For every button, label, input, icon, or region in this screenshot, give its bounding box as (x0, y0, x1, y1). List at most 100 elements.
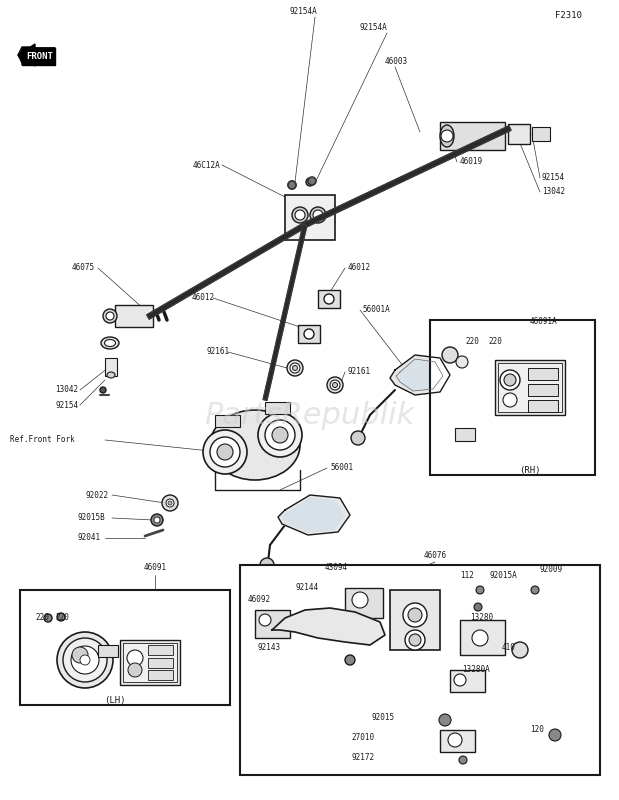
Circle shape (472, 630, 488, 646)
Circle shape (330, 380, 340, 390)
Bar (123, 643, 177, 682)
Bar (528, 368, 558, 380)
Text: 13280A: 13280A (462, 666, 490, 674)
Circle shape (304, 329, 314, 339)
Circle shape (57, 632, 113, 688)
Circle shape (549, 729, 561, 741)
Text: 46091A: 46091A (530, 318, 558, 326)
Circle shape (295, 210, 305, 220)
Bar (508, 124, 530, 144)
Text: 92143: 92143 (258, 643, 281, 653)
Text: F2310: F2310 (555, 11, 582, 21)
Text: 92015: 92015 (372, 714, 395, 722)
Circle shape (128, 663, 142, 677)
Circle shape (409, 634, 421, 646)
Text: 410: 410 (502, 643, 516, 653)
Circle shape (448, 733, 462, 747)
Text: 220: 220 (488, 338, 502, 346)
Text: 92154A: 92154A (290, 7, 318, 17)
Circle shape (503, 393, 517, 407)
Bar (440, 730, 475, 752)
Ellipse shape (101, 337, 119, 349)
Circle shape (332, 382, 337, 387)
Text: (RH): (RH) (519, 466, 541, 474)
Polygon shape (272, 608, 385, 645)
Text: 112: 112 (460, 571, 474, 581)
Bar (115, 305, 153, 327)
Text: 43094: 43094 (325, 563, 348, 573)
Circle shape (459, 756, 467, 764)
Text: 220: 220 (35, 614, 49, 622)
Text: 92172: 92172 (352, 754, 375, 762)
Circle shape (504, 374, 516, 386)
Text: 13280: 13280 (470, 614, 493, 622)
Text: 46019: 46019 (460, 158, 483, 166)
Circle shape (293, 366, 298, 370)
Circle shape (127, 650, 143, 666)
Bar (495, 360, 565, 415)
Circle shape (259, 614, 271, 626)
Circle shape (72, 647, 88, 663)
Bar (440, 122, 505, 150)
Text: 46075: 46075 (72, 263, 95, 273)
Circle shape (441, 130, 453, 142)
Bar (148, 670, 173, 680)
Bar (98, 645, 118, 657)
Circle shape (476, 586, 484, 594)
Circle shape (439, 714, 451, 726)
Circle shape (57, 613, 65, 621)
Circle shape (80, 655, 90, 665)
Circle shape (351, 431, 365, 445)
Text: 56001A: 56001A (362, 306, 390, 314)
Circle shape (260, 558, 274, 572)
Text: 27010: 27010 (352, 734, 375, 742)
Circle shape (327, 377, 343, 393)
Circle shape (265, 420, 295, 450)
Bar (498, 363, 562, 412)
Text: 46C12A: 46C12A (193, 161, 220, 170)
Text: (LH): (LH) (104, 695, 126, 705)
Circle shape (288, 181, 296, 189)
Text: 46091: 46091 (144, 563, 167, 573)
Circle shape (290, 363, 300, 373)
Circle shape (63, 638, 107, 682)
Circle shape (217, 444, 233, 460)
Text: 92015A: 92015A (490, 570, 517, 579)
Text: 13042: 13042 (542, 187, 565, 197)
Circle shape (258, 413, 302, 457)
Bar (20, 590, 230, 705)
Bar (240, 565, 600, 775)
Text: 46012: 46012 (348, 263, 371, 273)
Text: 220: 220 (55, 614, 69, 622)
Circle shape (166, 499, 174, 507)
Text: 46076: 46076 (423, 550, 446, 559)
Circle shape (268, 626, 276, 634)
Bar (345, 588, 383, 618)
Text: 92009: 92009 (540, 566, 563, 574)
Circle shape (327, 620, 337, 630)
Polygon shape (18, 44, 55, 66)
Circle shape (310, 207, 326, 223)
Circle shape (272, 427, 288, 443)
Text: 92144: 92144 (295, 583, 318, 593)
Circle shape (151, 514, 163, 526)
Bar (455, 428, 475, 441)
Polygon shape (282, 498, 344, 532)
Circle shape (474, 603, 482, 611)
Text: 46092: 46092 (248, 595, 271, 605)
Circle shape (210, 437, 240, 467)
Bar (528, 384, 558, 396)
Bar (318, 290, 340, 308)
Circle shape (203, 430, 247, 474)
Circle shape (264, 622, 280, 638)
Bar (265, 402, 290, 414)
Ellipse shape (440, 125, 454, 147)
Circle shape (306, 178, 314, 186)
Polygon shape (147, 223, 306, 319)
Circle shape (154, 517, 160, 523)
Circle shape (454, 674, 466, 686)
Ellipse shape (105, 339, 116, 346)
Polygon shape (396, 359, 443, 391)
Text: 92015B: 92015B (78, 514, 106, 522)
Text: 220: 220 (465, 338, 479, 346)
